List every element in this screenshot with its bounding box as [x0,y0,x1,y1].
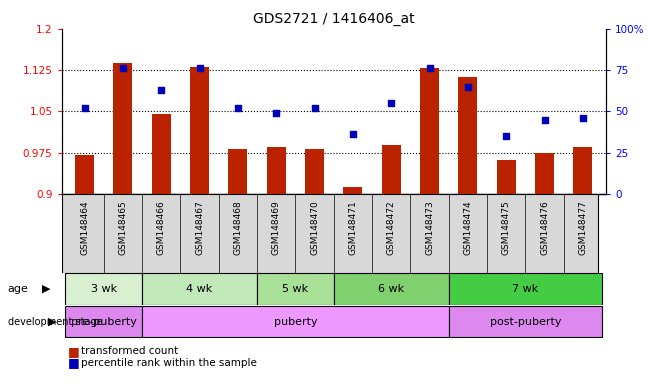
Bar [420,68,439,194]
Text: pre-puberty: pre-puberty [71,316,137,327]
Text: GSM148467: GSM148467 [195,200,204,255]
Text: GSM148476: GSM148476 [540,200,549,255]
Text: post-puberty: post-puberty [490,316,561,327]
Bar [496,160,516,194]
Text: GSM148473: GSM148473 [425,200,434,255]
Point [194,65,205,71]
Bar [228,149,248,194]
Text: GSM148470: GSM148470 [310,200,319,255]
Text: GSM148468: GSM148468 [233,200,242,255]
Bar [266,147,286,194]
Bar [448,306,602,337]
Text: 6 wk: 6 wk [378,284,404,294]
Text: age: age [8,284,29,294]
Title: GDS2721 / 1416406_at: GDS2721 / 1416406_at [253,12,415,26]
Point [79,105,89,111]
Text: GSM148472: GSM148472 [387,200,396,255]
Bar [142,273,257,305]
Point [424,65,435,71]
Bar [257,273,334,305]
Bar [458,77,478,194]
Point [463,84,473,90]
Text: ■: ■ [68,356,80,369]
Text: GSM148477: GSM148477 [579,200,587,255]
Text: ▶: ▶ [42,284,51,294]
Text: percentile rank within the sample: percentile rank within the sample [81,358,257,368]
Point [271,110,281,116]
Text: transformed count: transformed count [81,346,178,356]
Text: 7 wk: 7 wk [513,284,538,294]
Bar [343,187,362,194]
Text: puberty: puberty [273,316,318,327]
Bar [190,67,209,194]
Text: ■: ■ [68,345,80,358]
Bar [75,156,94,194]
Point [118,65,128,71]
Point [501,133,511,139]
Bar [305,149,324,194]
Text: 5 wk: 5 wk [283,284,308,294]
Bar [448,273,602,305]
Point [539,117,550,123]
Text: GSM148465: GSM148465 [119,200,128,255]
Point [348,131,358,137]
Bar [65,306,142,337]
Text: development stage: development stage [8,316,102,327]
Point [386,100,397,106]
Point [233,105,243,111]
Bar [573,147,592,194]
Bar [142,306,448,337]
Point [578,115,588,121]
Point [309,105,319,111]
Text: GSM148464: GSM148464 [80,200,89,255]
Text: ▶: ▶ [47,316,56,327]
Bar [113,63,132,194]
Text: GSM148471: GSM148471 [349,200,358,255]
Text: GSM148474: GSM148474 [463,200,472,255]
Point [156,87,167,93]
Text: 4 wk: 4 wk [187,284,213,294]
Bar [382,146,401,194]
Text: GSM148469: GSM148469 [272,200,281,255]
Text: 3 wk: 3 wk [91,284,117,294]
Bar [65,273,142,305]
Text: GSM148466: GSM148466 [157,200,166,255]
Text: GSM148475: GSM148475 [502,200,511,255]
Bar [535,152,554,194]
Bar [334,273,448,305]
Bar [152,114,171,194]
